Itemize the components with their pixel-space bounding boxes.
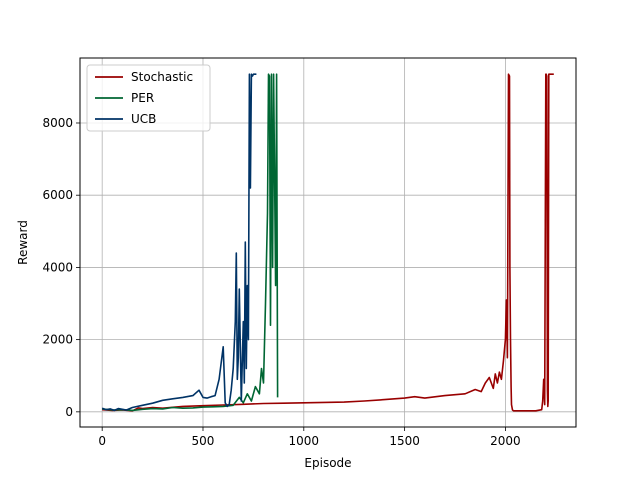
- x-tick-label: 1500: [389, 434, 420, 448]
- x-tick-label: 1000: [289, 434, 320, 448]
- x-tick-label: 2000: [490, 434, 521, 448]
- y-tick-label: 0: [65, 405, 73, 419]
- series-line-stochastic: [102, 73, 554, 412]
- x-tick-label: 500: [192, 434, 215, 448]
- y-tick-label: 6000: [42, 188, 73, 202]
- x-tick-label: 0: [98, 434, 106, 448]
- legend: Stochastic PER UCB: [86, 64, 211, 132]
- y-tick-label: 8000: [42, 116, 73, 130]
- y-tick-label: 4000: [42, 260, 73, 274]
- y-tick-label: 2000: [42, 333, 73, 347]
- series-line-ucb: [101, 73, 257, 412]
- series-line-per: [102, 73, 279, 412]
- legend-box: [86, 64, 211, 132]
- axis-ticks: 0 500 1000 1500 2000 0 2000 4000 6000 8000: [42, 116, 520, 448]
- plot-area: [101, 73, 554, 412]
- y-axis-label: Reward: [16, 220, 30, 265]
- x-axis-label: Episode: [304, 456, 351, 470]
- legend-entry-label: Stochastic: [131, 70, 193, 84]
- plot-frame: [79, 57, 577, 428]
- legend-entry-label: PER: [131, 91, 154, 105]
- legend-entry-label: UCB: [131, 112, 156, 126]
- grid: [80, 58, 576, 427]
